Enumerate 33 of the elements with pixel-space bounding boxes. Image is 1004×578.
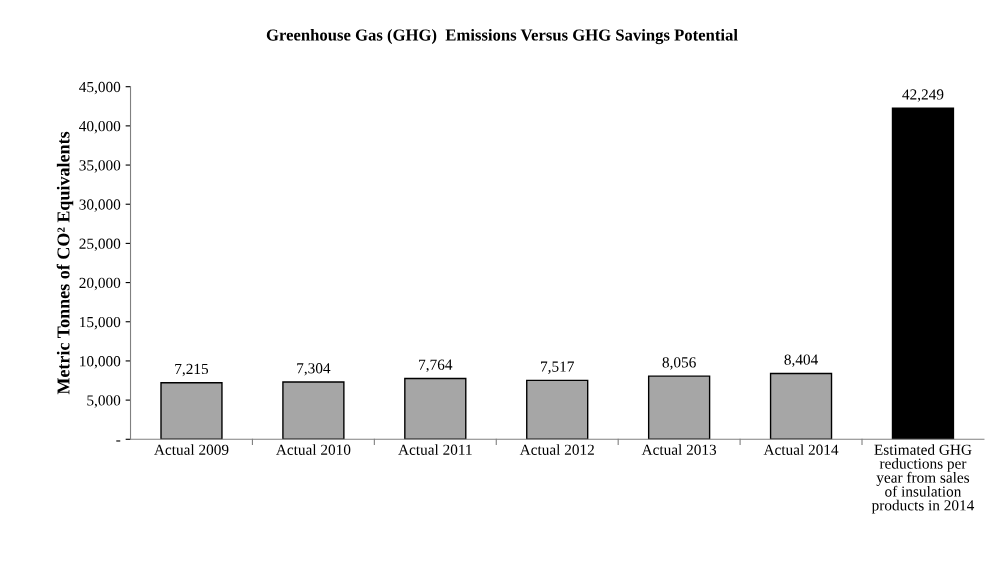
- y-tick-label: 45,000: [79, 81, 121, 95]
- x-tick-label: Actual 2010: [275, 444, 351, 455]
- bar: [647, 375, 711, 440]
- bar: [769, 372, 833, 440]
- x-tick-label: Actual 2013: [641, 444, 717, 455]
- y-tick-label: 10,000: [80, 356, 121, 369]
- bar: [282, 381, 345, 440]
- y-tick-label: -: [116, 440, 121, 442]
- y-tick-label: 35,000: [79, 160, 121, 173]
- chart-title: Greenhouse Gas (GHG) Emissions Versus GHG Savings Potential: [266, 28, 738, 45]
- y-tick-label: 15,000: [80, 316, 121, 330]
- data-label: 8,404: [784, 354, 818, 367]
- y-axis-title: Metric Tonnes of CO² Equivalents: [56, 131, 74, 395]
- data-label: 7,215: [175, 363, 209, 377]
- y-tick-label: 25,000: [79, 238, 121, 252]
- x-tick-label: Actual 2011: [398, 444, 472, 455]
- bar: [526, 379, 589, 440]
- bar: [160, 382, 223, 440]
- bar: [891, 107, 955, 440]
- x-tick-label: Actual 2009: [154, 444, 229, 455]
- data-label: 7,304: [297, 363, 331, 376]
- x-tick-label: Actual 2012: [519, 444, 594, 455]
- bar: [404, 377, 467, 440]
- data-label: 8,056: [662, 357, 696, 370]
- y-tick-label: 20,000: [79, 277, 121, 291]
- x-tick-label: Estimated GHG reductions per year from sales of insulation products in 2014: [871, 444, 975, 514]
- data-label: 7,517: [541, 361, 574, 374]
- y-tick-label: 40,000: [79, 121, 121, 134]
- y-tick-label: 5,000: [87, 395, 121, 408]
- y-tick-label: 30,000: [79, 199, 121, 212]
- data-label: 42,249: [902, 89, 944, 102]
- x-tick-label: Actual 2014: [763, 444, 839, 455]
- data-label: 7,764: [419, 359, 453, 372]
